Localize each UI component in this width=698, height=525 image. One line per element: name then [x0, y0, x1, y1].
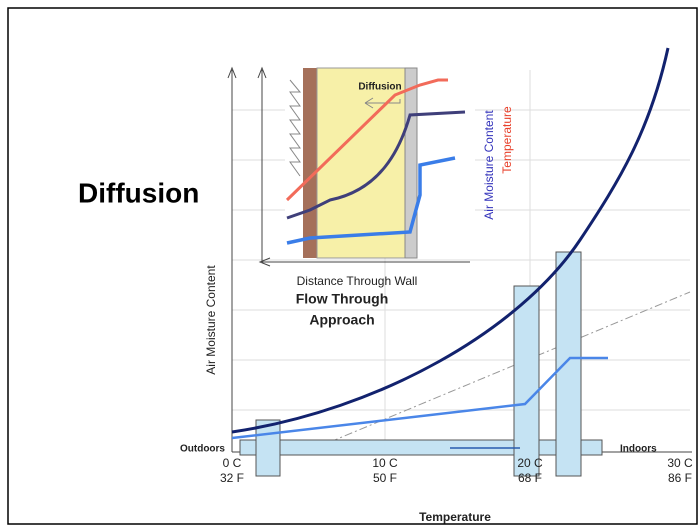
saturation-curve [231, 47, 670, 434]
inset-y2-label: Temperature [500, 106, 514, 174]
diffusion-arrow [364, 97, 401, 109]
x-axis-label: Temperature [419, 510, 491, 524]
flow-bar [239, 439, 603, 456]
indoors-label: Indoors [620, 444, 657, 455]
outdoors-label: Outdoors [180, 444, 225, 455]
inset: Diffusion Distance Through Wall Air Mois… [257, 66, 514, 328]
column [255, 419, 281, 477]
inset-caption: Approach [309, 312, 374, 328]
x-tick-label: 32 F [220, 471, 244, 485]
column [513, 285, 540, 477]
moisture-line [286, 110, 466, 220]
x-tick-label: 30 C [667, 456, 693, 470]
dash-line [329, 291, 691, 443]
x-tick-label: 20 C [517, 456, 543, 470]
inset-label: Diffusion [358, 82, 401, 93]
column [555, 251, 582, 477]
inset-y-arrow [257, 66, 267, 79]
y-axis-arrow [227, 66, 237, 79]
slide-title: Diffusion [78, 177, 199, 208]
x-tick-label: 86 F [668, 471, 692, 485]
x-tick-label: 68 F [518, 471, 542, 485]
y-axis-label: Air Moisture Content [204, 265, 218, 375]
sheathing [303, 68, 317, 258]
wall-moisture-line [286, 156, 456, 245]
siding [289, 79, 302, 177]
x-tick-label: 10 C [372, 456, 398, 470]
inset-x-label: Distance Through Wall [297, 274, 418, 288]
moisture-line [231, 356, 608, 440]
temperature-line [285, 78, 448, 202]
inset-y-label: Air Moisture Content [482, 110, 496, 220]
x-tick-label: 0 C [223, 456, 242, 470]
inset-x-arrow [258, 257, 271, 267]
inset-caption: Flow Through [296, 291, 389, 307]
x-tick-label: 50 F [373, 471, 397, 485]
